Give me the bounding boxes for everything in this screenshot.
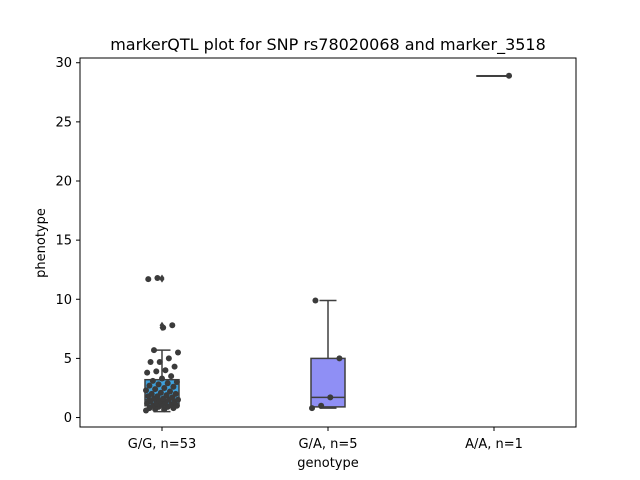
y-tick-label: 20 <box>55 175 72 190</box>
x-tick-label: G/A, n=5 <box>298 437 357 452</box>
y-tick-label: 30 <box>55 56 72 71</box>
data-point <box>175 349 181 356</box>
data-point <box>327 394 334 401</box>
data-point <box>151 347 157 354</box>
y-tick-label: 25 <box>55 115 72 130</box>
data-point <box>167 388 173 395</box>
y-tick-label: 15 <box>55 234 72 249</box>
y-tick-label: 5 <box>64 352 72 367</box>
data-point <box>162 367 169 374</box>
data-point <box>146 382 153 389</box>
data-point <box>145 276 152 283</box>
points-layer <box>143 72 512 414</box>
data-point <box>152 386 159 393</box>
data-point <box>147 358 154 365</box>
data-point <box>157 389 164 396</box>
chart-title: markerQTL plot for SNP rs78020068 and ma… <box>110 35 546 55</box>
data-point <box>175 396 181 403</box>
data-point <box>143 387 149 394</box>
x-tick-label: A/A, n=1 <box>465 437 523 452</box>
data-point <box>170 383 177 390</box>
data-point <box>506 72 512 79</box>
data-point <box>156 358 163 365</box>
data-point <box>153 368 160 375</box>
data-point <box>159 375 165 382</box>
data-point <box>169 322 176 329</box>
data-point <box>318 402 325 409</box>
data-point <box>312 297 319 304</box>
data-point <box>161 384 168 391</box>
x-tick-label: G/G, n=53 <box>128 437 196 452</box>
x-axis: G/G, n=53 G/A, n=5 A/A, n=1 <box>128 427 523 452</box>
data-point <box>144 369 151 376</box>
y-tick-label: 0 <box>64 411 72 426</box>
data-point <box>336 355 343 362</box>
data-point <box>155 381 162 388</box>
x-axis-label: genotype <box>297 456 358 471</box>
data-point <box>165 355 172 362</box>
y-tick-label: 10 <box>55 293 72 308</box>
box-iqr <box>310 357 346 408</box>
data-point <box>148 390 155 397</box>
data-point <box>164 380 171 387</box>
outlier-marker <box>159 274 165 282</box>
data-point <box>172 390 179 397</box>
data-point <box>168 373 175 380</box>
y-axis: 0 5 10 15 20 25 30 <box>55 56 80 426</box>
y-axis-label: phenotype <box>34 208 49 278</box>
data-point <box>149 377 156 384</box>
box-2 <box>476 74 512 77</box>
data-point <box>171 363 178 370</box>
data-point <box>154 274 161 281</box>
data-point <box>173 379 180 386</box>
data-point <box>160 324 167 331</box>
data-point <box>309 405 315 412</box>
